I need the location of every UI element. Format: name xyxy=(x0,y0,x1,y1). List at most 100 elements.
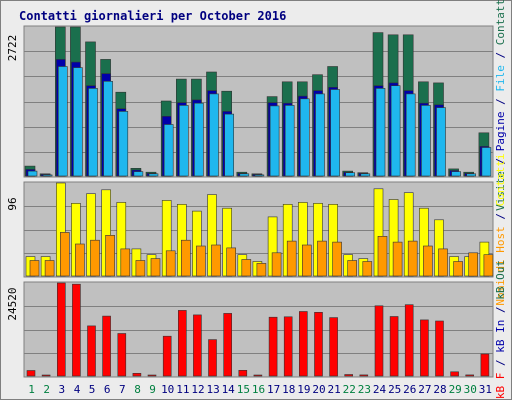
side-legend-part: Pagine xyxy=(494,111,507,151)
sites-bar xyxy=(407,240,418,277)
sites-bar xyxy=(286,240,297,277)
sites-bar xyxy=(59,232,70,277)
chart-panel-middle: 96 Nomi di Host / Contatti xyxy=(6,153,507,305)
kbytes-bar xyxy=(26,370,36,377)
day-label: 24 xyxy=(373,383,387,396)
day-label: 12 xyxy=(191,383,204,396)
files-bar xyxy=(148,173,159,177)
files-bar xyxy=(421,105,431,177)
sites-bar xyxy=(301,244,312,277)
side-legend-part: Contatti xyxy=(494,153,507,206)
sites-bar xyxy=(241,259,252,277)
files-bar xyxy=(163,124,174,177)
sites-bar xyxy=(423,245,433,277)
sites-bar xyxy=(483,254,494,277)
sites-bar xyxy=(44,260,55,277)
side-legend-part: / xyxy=(494,206,507,226)
kbytes-bar xyxy=(147,374,157,377)
kbytes-bar xyxy=(117,333,127,377)
day-label: 25 xyxy=(388,383,401,396)
files-bar xyxy=(360,173,371,177)
files-bar xyxy=(27,170,38,177)
files-bar xyxy=(73,67,83,177)
kbytes-bar xyxy=(465,374,475,377)
files-bar xyxy=(179,105,189,177)
sites-bar xyxy=(271,252,282,277)
sites-bar xyxy=(29,260,40,277)
side-legend-part: kB F xyxy=(494,373,507,400)
y-tick-label: 24520 xyxy=(6,287,19,320)
files-bar xyxy=(88,88,98,177)
day-label: 3 xyxy=(58,383,65,396)
day-label: 19 xyxy=(297,383,310,396)
y-tick-label: 96 xyxy=(6,197,19,210)
sites-bar xyxy=(120,248,131,277)
kbytes-bar xyxy=(480,353,490,377)
sites-bar xyxy=(317,240,327,277)
files-bar xyxy=(209,93,219,177)
kbytes-bar xyxy=(314,311,323,377)
day-label: 1 xyxy=(28,383,35,396)
sites-bar xyxy=(256,263,267,277)
day-label: 15 xyxy=(237,383,250,396)
sites-bar xyxy=(75,243,85,277)
sites-bar xyxy=(362,261,373,277)
kbytes-bar xyxy=(450,371,459,377)
sites-bar xyxy=(453,261,463,277)
side-legend-part: Contatti xyxy=(494,0,507,45)
files-bar xyxy=(224,113,234,177)
kbytes-bar xyxy=(435,320,444,377)
kbytes-bar xyxy=(374,305,384,377)
day-label: 9 xyxy=(149,383,156,396)
day-label: 27 xyxy=(418,383,431,396)
kbytes-bar xyxy=(162,335,172,377)
day-label: 8 xyxy=(134,383,141,396)
day-label: 16 xyxy=(252,383,265,396)
side-legend-part: Visite xyxy=(494,171,507,211)
sites-bar xyxy=(196,245,206,277)
files-bar xyxy=(436,107,446,177)
day-label: 28 xyxy=(433,383,446,396)
kbytes-bar xyxy=(389,316,399,377)
files-bar xyxy=(375,88,386,177)
sites-bar xyxy=(468,252,479,277)
sites-bar xyxy=(332,241,342,277)
files-bar xyxy=(390,85,401,177)
chart-panel-top: 2722 Visite / Pagine / File / Contatti xyxy=(6,0,507,211)
files-bar xyxy=(254,174,265,177)
kbytes-bar xyxy=(420,319,429,377)
day-label: 29 xyxy=(449,383,462,396)
day-label: 13 xyxy=(206,383,219,396)
side-legend-part: kB Out xyxy=(494,260,507,300)
sites-bar xyxy=(150,258,161,277)
kbytes-bar xyxy=(41,374,51,377)
side-legend-part: / xyxy=(494,92,507,112)
chart-title: Contatti giornalieri per October 2016 xyxy=(19,9,287,23)
files-bar xyxy=(42,174,53,177)
day-label: 17 xyxy=(267,383,280,396)
kbytes-bar xyxy=(193,314,202,377)
day-label: 6 xyxy=(104,383,111,396)
sites-bar xyxy=(377,236,388,277)
side-legend-part: Nomi di Host xyxy=(494,226,507,305)
sites-bar xyxy=(347,260,358,277)
kbytes-bar xyxy=(72,283,81,377)
kbytes-bar xyxy=(178,310,187,377)
files-bar xyxy=(239,173,250,177)
kbytes-bar xyxy=(208,339,217,377)
sites-bar xyxy=(90,239,100,277)
sites-bar xyxy=(211,244,221,277)
day-label: 11 xyxy=(176,383,189,396)
day-label: 2 xyxy=(43,383,50,396)
files-bar xyxy=(451,171,461,177)
files-bar xyxy=(284,105,295,177)
kbytes-bar xyxy=(283,316,293,377)
side-legend: Visite / Pagine / File / Contatti xyxy=(494,0,507,211)
files-bar xyxy=(118,111,129,177)
kbytes-bar xyxy=(132,372,142,377)
files-bar xyxy=(299,98,310,177)
side-legend-part: / xyxy=(494,151,507,171)
kbytes-bar xyxy=(298,311,308,377)
sites-bar xyxy=(135,260,146,277)
